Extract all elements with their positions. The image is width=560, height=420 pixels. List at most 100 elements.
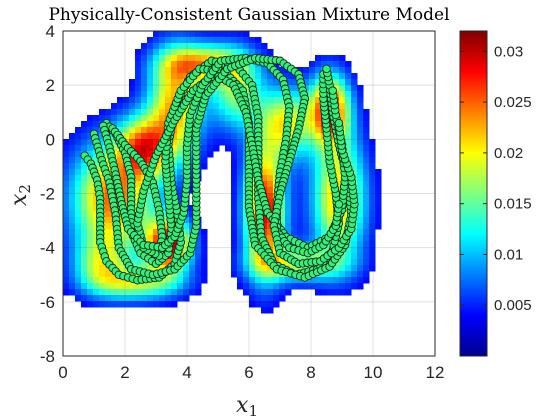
heatmap-cell: [105, 217, 112, 224]
heatmap-cell: [273, 301, 280, 308]
heatmap-cell: [267, 193, 274, 200]
heatmap-cell: [129, 157, 136, 164]
heatmap-cell: [351, 253, 358, 260]
heatmap-cell: [153, 169, 160, 176]
heatmap-cell: [219, 85, 226, 92]
heatmap-cell: [267, 121, 274, 128]
heatmap-cell: [177, 43, 184, 50]
heatmap-cell: [147, 97, 154, 104]
heatmap-cell: [315, 157, 322, 164]
heatmap-cell: [231, 163, 238, 170]
heatmap-cell: [207, 103, 214, 110]
heatmap-cell: [327, 205, 334, 212]
heatmap-cell: [99, 277, 106, 284]
heatmap-cell: [147, 55, 154, 62]
heatmap-cell: [351, 247, 358, 254]
heatmap-cell: [363, 211, 370, 218]
heatmap-cell: [183, 277, 190, 284]
heatmap-cell: [141, 301, 148, 308]
heatmap-cell: [327, 211, 334, 218]
heatmap-cell: [147, 115, 154, 122]
heatmap-cell: [75, 283, 82, 290]
heatmap-cell: [285, 277, 292, 284]
heatmap-cell: [123, 289, 130, 296]
heatmap-cell: [291, 265, 298, 272]
heatmap-cell: [189, 271, 196, 278]
y-tick-label: -2: [40, 185, 55, 204]
heatmap-cell: [357, 217, 364, 224]
heatmap-cell: [267, 283, 274, 290]
heatmap-cell: [75, 295, 82, 302]
heatmap-cell: [189, 67, 196, 74]
heatmap-cell: [363, 169, 370, 176]
heatmap-cell: [339, 283, 346, 290]
y-tick-label: 4: [46, 22, 55, 41]
heatmap-cell: [285, 181, 292, 188]
heatmap-cell: [231, 241, 238, 248]
heatmap-cell: [237, 217, 244, 224]
colorbar-tick-label: 0.025: [494, 94, 532, 111]
heatmap-cell: [315, 103, 322, 110]
heatmap-cell: [297, 187, 304, 194]
heatmap-cell: [267, 49, 274, 56]
heatmap-cell: [117, 127, 124, 134]
heatmap-cell: [291, 223, 298, 230]
heatmap-cell: [243, 67, 250, 74]
heatmap-cell: [93, 121, 100, 128]
heatmap-cell: [321, 271, 328, 278]
y-tick-label: 0: [46, 130, 55, 149]
heatmap-cell: [267, 115, 274, 122]
heatmap-cell: [171, 295, 178, 302]
heatmap-cell: [111, 145, 118, 152]
heatmap-cell: [105, 301, 112, 308]
heatmap-cell: [261, 91, 268, 98]
heatmap-cell: [309, 73, 316, 80]
heatmap-cell: [177, 169, 184, 176]
heatmap-cell: [243, 49, 250, 56]
heatmap-cell: [309, 181, 316, 188]
heatmap-cell: [219, 49, 226, 56]
heatmap-cell: [69, 187, 76, 194]
x-tick-label: 12: [426, 363, 445, 382]
heatmap-cell: [99, 289, 106, 296]
heatmap-cell: [345, 73, 352, 80]
heatmap-cell: [99, 175, 106, 182]
heatmap-cell: [141, 121, 148, 128]
heatmap-cell: [153, 73, 160, 80]
heatmap-cell: [69, 229, 76, 236]
heatmap-cell: [237, 151, 244, 158]
heatmap-cell: [129, 85, 136, 92]
heatmap-cell: [321, 199, 328, 206]
heatmap-cell: [99, 295, 106, 302]
heatmap-cell: [243, 43, 250, 50]
heatmap-cell: [303, 199, 310, 206]
heatmap-cell: [69, 133, 76, 140]
heatmap-cell: [117, 97, 124, 104]
heatmap-cell: [339, 55, 346, 62]
heatmap-cell: [261, 289, 268, 296]
heatmap-cell: [237, 169, 244, 176]
heatmap-cell: [207, 139, 214, 146]
heatmap-cell: [369, 151, 376, 158]
heatmap-cell: [297, 205, 304, 212]
heatmap-cell: [147, 139, 154, 146]
heatmap-cell: [159, 91, 166, 98]
heatmap-cell: [87, 205, 94, 212]
heatmap-cell: [243, 31, 250, 38]
heatmap-cell: [69, 223, 76, 230]
heatmap-cell: [237, 211, 244, 218]
heatmap-cell: [267, 265, 274, 272]
heatmap-cell: [153, 127, 160, 134]
heatmap-cell: [87, 277, 94, 284]
heatmap-cell: [321, 163, 328, 170]
heatmap-cell: [363, 241, 370, 248]
heatmap-cell: [297, 97, 304, 104]
heatmap-cell: [201, 121, 208, 128]
heatmap-cell: [69, 175, 76, 182]
heatmap-cell: [375, 193, 382, 200]
heatmap-cell: [207, 43, 214, 50]
heatmap-cell: [279, 67, 286, 74]
heatmap-cell: [87, 289, 94, 296]
heatmap-cell: [243, 229, 250, 236]
heatmap-cell: [327, 187, 334, 194]
